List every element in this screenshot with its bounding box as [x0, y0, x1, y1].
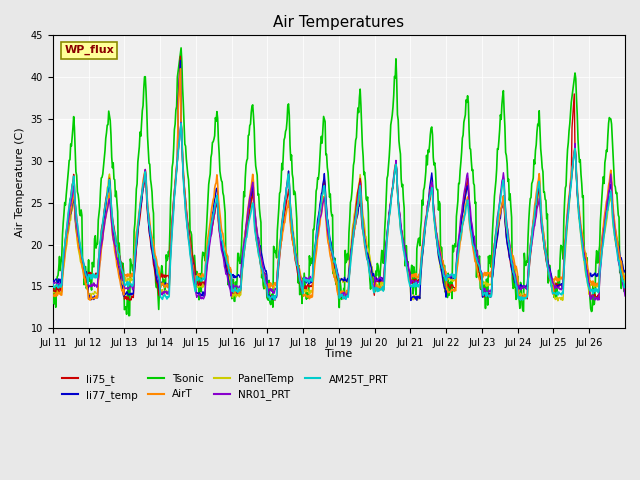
Text: WP_flux: WP_flux — [64, 45, 114, 55]
Y-axis label: Air Temperature (C): Air Temperature (C) — [15, 127, 25, 237]
Bar — [52, 119, 625, 203]
Legend: li75_t, li77_temp, Tsonic, AirT, PanelTemp, NR01_PRT, AM25T_PRT: li75_t, li77_temp, Tsonic, AirT, PanelTe… — [58, 370, 392, 405]
X-axis label: Time: Time — [325, 349, 353, 360]
Title: Air Temperatures: Air Temperatures — [273, 15, 404, 30]
